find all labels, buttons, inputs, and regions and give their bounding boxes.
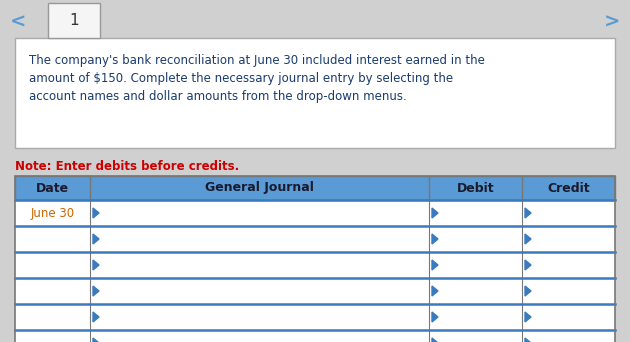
Text: account names and dollar amounts from the drop-down menus.: account names and dollar amounts from th… [29,90,407,103]
Polygon shape [432,312,438,322]
Polygon shape [525,260,531,270]
Bar [15,226,615,252]
Polygon shape [432,260,438,270]
Polygon shape [93,312,99,322]
Bar [15,304,615,330]
Text: Credit: Credit [547,182,590,195]
Polygon shape [432,208,438,218]
Text: >: > [604,13,620,31]
Polygon shape [93,338,99,342]
Bar [15,176,615,200]
Polygon shape [525,286,531,296]
Text: General Journal: General Journal [205,182,314,195]
Polygon shape [93,260,99,270]
Polygon shape [432,286,438,296]
Text: The company's bank reconciliation at June 30 included interest earned in the: The company's bank reconciliation at Jun… [29,54,485,67]
Polygon shape [93,208,99,218]
Polygon shape [525,338,531,342]
Bar [15,252,615,278]
Text: Debit: Debit [457,182,495,195]
Polygon shape [432,338,438,342]
Text: amount of $150. Complete the necessary journal entry by selecting the: amount of $150. Complete the necessary j… [29,72,453,85]
Polygon shape [525,208,531,218]
Text: <: < [10,13,26,31]
Bar [48,3,100,38]
Text: Date: Date [36,182,69,195]
Polygon shape [432,234,438,244]
Bar [15,176,615,342]
Polygon shape [93,286,99,296]
Polygon shape [525,312,531,322]
Bar [15,38,615,148]
Bar [15,278,615,304]
Bar [15,330,615,342]
Text: 1: 1 [69,13,79,28]
Text: June 30: June 30 [30,207,74,220]
Polygon shape [93,234,99,244]
Polygon shape [525,234,531,244]
Text: Note: Enter debits before credits.: Note: Enter debits before credits. [15,160,239,173]
Bar [15,200,615,226]
